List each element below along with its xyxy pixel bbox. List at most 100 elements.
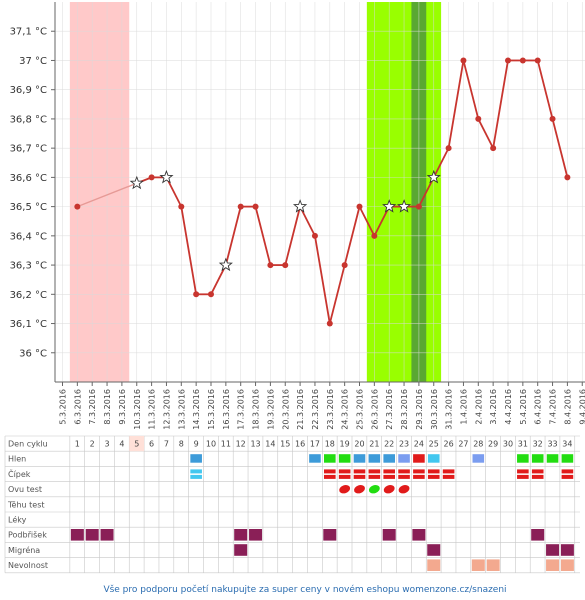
podbrisek-marker [382, 529, 396, 541]
y-tick-label: 36,6 °C [10, 173, 47, 184]
table-row-label: Těhu test [7, 500, 45, 509]
data-point [564, 174, 571, 181]
cipek-marker [561, 474, 574, 479]
x-tick-label: 25.3.2016 [356, 389, 365, 430]
y-tick-label: 36 °C [19, 348, 47, 359]
x-tick-label: 29.3.2016 [415, 389, 424, 430]
nevolnost-marker [486, 559, 500, 571]
series-segment [373, 206, 391, 237]
table-row-label: Migréna [8, 545, 40, 555]
day-number: 4 [119, 440, 124, 449]
cipek-marker [353, 469, 366, 474]
cipek-marker [338, 469, 351, 474]
cipek-marker [324, 474, 336, 479]
data-point [519, 57, 526, 64]
migrena-marker [427, 544, 441, 556]
day-number: 18 [325, 440, 335, 449]
data-point [415, 203, 422, 210]
x-tick-label: 10.3.2016 [133, 389, 142, 430]
y-tick-label: 36,3 °C [10, 261, 47, 272]
x-tick-label: 9.3.2016 [118, 389, 127, 425]
data-point [549, 115, 556, 122]
x-tick-label: 7.4.2016 [549, 389, 558, 425]
series-segment [477, 118, 494, 149]
hlen-marker [324, 454, 336, 463]
x-tick-label: 18.3.2016 [252, 389, 261, 430]
day-number: 17 [310, 440, 320, 449]
x-tick-label: 11.3.2016 [148, 389, 157, 430]
x-tick-label: 19.3.2016 [266, 389, 275, 430]
x-tick-label: 15.3.2016 [207, 389, 216, 430]
x-tick-label: 12.3.2016 [162, 389, 171, 430]
cipek-marker [398, 474, 410, 479]
day-number: 24 [414, 440, 424, 449]
x-tick-label: 22.3.2016 [311, 389, 320, 430]
data-point [148, 174, 155, 181]
day-number: 12 [236, 440, 246, 449]
x-tick-label: 7.3.2016 [88, 389, 97, 425]
day-number: 9 [194, 440, 199, 449]
cycle-bands [69, 2, 442, 382]
migrena-marker [546, 544, 560, 556]
y-tick-label: 37 °C [19, 56, 47, 67]
hlen-marker [190, 454, 202, 463]
table-row-label: Podbřišek [8, 530, 47, 540]
day-number: 28 [473, 440, 483, 449]
cipek-marker [413, 469, 425, 474]
data-point [445, 145, 452, 152]
series-segment [432, 147, 450, 178]
x-tick-label: 14.3.2016 [192, 389, 201, 430]
data-point [267, 262, 274, 269]
x-tick-label: 9.4.2016 [578, 389, 585, 425]
x-tick-label: 13.3.2016 [177, 389, 186, 430]
day-number: 25 [429, 440, 439, 449]
x-tick-label: 4.4.2016 [504, 389, 513, 425]
x-tick-label: 23.3.2016 [326, 389, 335, 430]
y-tick-label: 36,9 °C [10, 85, 47, 96]
data-point-star [382, 199, 397, 213]
day-number: 11 [221, 440, 231, 449]
series-segment [418, 176, 435, 208]
ovu-test-marker [383, 484, 395, 494]
migrena-marker [560, 544, 574, 556]
podbrisek-marker [70, 529, 84, 541]
data-point-star [159, 169, 174, 184]
data-point [356, 203, 363, 210]
data-point [282, 262, 289, 269]
podbrisek-marker [412, 529, 426, 541]
series-segment [165, 176, 183, 208]
nevolnost-marker [471, 559, 485, 571]
day-number: 1 [75, 440, 80, 449]
day-number: 30 [503, 440, 513, 449]
series-segment [462, 60, 480, 120]
x-tick-label: 21.3.2016 [296, 389, 305, 430]
nevolnost-marker [427, 559, 441, 571]
data-point-star [396, 199, 412, 213]
podbrisek-marker [249, 529, 263, 541]
cipek-marker [368, 474, 381, 479]
data-point [237, 203, 244, 210]
data-point [490, 145, 497, 152]
promo-footer-link[interactable]: Vše pro podporu početí nakupujte za supe… [103, 584, 506, 595]
x-tick-label: 1.4.2016 [459, 389, 468, 425]
table-row-label: Léky [8, 515, 27, 525]
hlen-marker [531, 454, 544, 463]
table-row-label: Ovu test [8, 485, 42, 494]
day-number: 22 [384, 440, 394, 449]
day-number: 6 [149, 440, 154, 449]
migrena-marker [234, 544, 248, 556]
table-row-label: Čípek [8, 468, 31, 479]
hlen-marker [368, 454, 381, 463]
data-point-star [426, 169, 441, 184]
x-tick-label: 26.3.2016 [370, 389, 379, 430]
ovu-test-marker [339, 484, 351, 494]
cipek-marker [517, 469, 529, 474]
day-number: 32 [533, 440, 543, 449]
day-number: 16 [295, 440, 305, 449]
podbrisek-marker [234, 529, 248, 541]
cipek-marker [427, 474, 440, 479]
x-tick-label: 16.3.2016 [222, 389, 231, 430]
hlen-marker [353, 454, 366, 463]
day-number: 10 [206, 440, 216, 449]
